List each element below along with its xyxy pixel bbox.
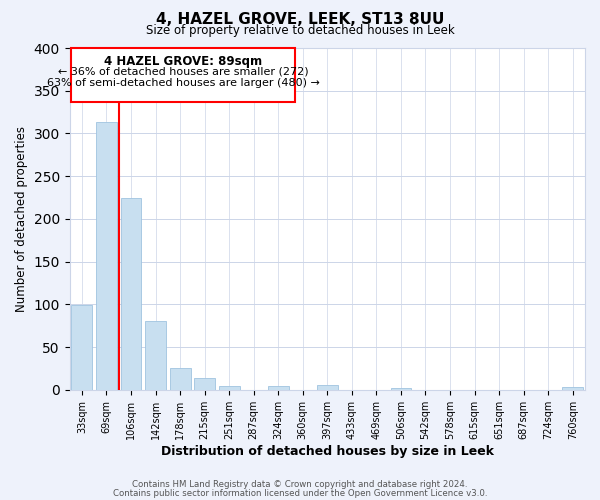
X-axis label: Distribution of detached houses by size in Leek: Distribution of detached houses by size … [161,444,494,458]
Bar [194,378,215,390]
Text: ← 36% of detached houses are smaller (272): ← 36% of detached houses are smaller (27… [58,67,308,77]
Text: 4, HAZEL GROVE, LEEK, ST13 8UU: 4, HAZEL GROVE, LEEK, ST13 8UU [156,12,444,28]
Text: 4 HAZEL GROVE: 89sqm: 4 HAZEL GROVE: 89sqm [104,55,262,68]
Text: Contains HM Land Registry data © Crown copyright and database right 2024.: Contains HM Land Registry data © Crown c… [132,480,468,489]
Bar [317,384,338,390]
Text: Contains public sector information licensed under the Open Government Licence v3: Contains public sector information licen… [113,488,487,498]
Y-axis label: Number of detached properties: Number of detached properties [15,126,28,312]
Bar [170,368,191,390]
Bar [391,388,412,390]
Bar [268,386,289,390]
Bar [121,198,142,390]
Bar [562,388,583,390]
Text: 63% of semi-detached houses are larger (480) →: 63% of semi-detached houses are larger (… [47,78,320,88]
Bar [145,322,166,390]
Text: Size of property relative to detached houses in Leek: Size of property relative to detached ho… [146,24,454,37]
Bar [219,386,239,390]
Bar [71,48,295,102]
Bar [71,305,92,390]
Bar [96,122,117,390]
